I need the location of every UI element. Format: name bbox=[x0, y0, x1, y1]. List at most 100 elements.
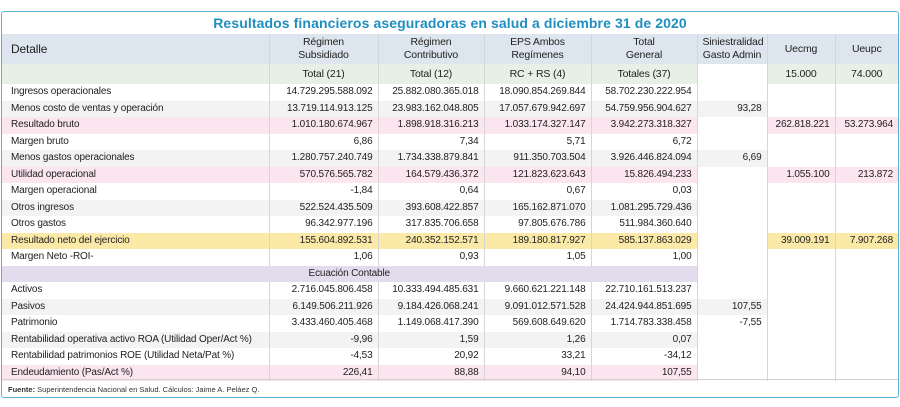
row-label: Resultado bruto bbox=[2, 117, 270, 134]
value-cell: 94,10 bbox=[484, 364, 592, 381]
value-cell: 18.090.854.269.844 bbox=[484, 84, 592, 101]
value-cell bbox=[697, 331, 768, 348]
subheader-cell: Total (12) bbox=[378, 64, 485, 84]
subheader-cell: 15.000 bbox=[767, 64, 836, 84]
value-cell: 3.926.446.824.094 bbox=[591, 150, 698, 167]
value-cell: 107,55 bbox=[591, 364, 698, 381]
empty-cell bbox=[835, 265, 898, 282]
value-cell: 240.352.152.571 bbox=[378, 232, 485, 249]
value-cell: 58.702.230.222.954 bbox=[591, 84, 698, 101]
value-cell: -34,12 bbox=[591, 348, 698, 365]
value-cell bbox=[697, 216, 768, 233]
value-cell bbox=[697, 117, 768, 134]
column-header-line1: Siniestralidad bbox=[702, 36, 764, 48]
row-label: Margen Neto -ROI- bbox=[2, 249, 270, 266]
value-cell: 9.184.426.068.241 bbox=[378, 298, 485, 315]
value-cell bbox=[697, 84, 768, 101]
subheader-row: Total (21) Total (12) RC + RS (4) Totales (… bbox=[2, 64, 898, 84]
section-row: Ecuación Contable bbox=[2, 265, 898, 282]
value-cell bbox=[697, 364, 768, 381]
value-cell bbox=[697, 232, 768, 249]
row-label: Endeudamiento (Pas/Act %) bbox=[2, 364, 270, 381]
subheader-cell: Totales (37) bbox=[591, 64, 698, 84]
value-cell: 2.716.045.806.458 bbox=[269, 282, 379, 299]
subheader-cell: RC + RS (4) bbox=[484, 64, 592, 84]
row-label: Margen operacional bbox=[2, 183, 270, 200]
value-cell: 1.734.338.879.841 bbox=[378, 150, 485, 167]
table-row: Ingresos operacionales 14.729.295.588.092… bbox=[2, 84, 898, 101]
subheader-cell: 74.000 bbox=[835, 64, 898, 84]
column-header-line2: Subsidiado bbox=[298, 49, 349, 61]
value-cell: 107,55 bbox=[697, 298, 768, 315]
table-row: Patrimonio 3.433.460.405.468 1.149.068.417… bbox=[2, 315, 898, 332]
value-cell: 1,06 bbox=[269, 249, 379, 266]
row-label: Rentabilidad patrimonios ROE (Utilidad N… bbox=[2, 348, 270, 365]
value-cell: 13.719.114.913.125 bbox=[269, 100, 379, 117]
value-cell bbox=[767, 331, 836, 348]
value-cell: 0,67 bbox=[484, 183, 592, 200]
value-cell: 317.835.706.658 bbox=[378, 216, 485, 233]
value-cell bbox=[767, 249, 836, 266]
value-cell: 33,21 bbox=[484, 348, 592, 365]
table-row: Menos costo de ventas y operación 13.719.… bbox=[2, 100, 898, 117]
value-cell: 6,69 bbox=[697, 150, 768, 167]
subheader-cell bbox=[2, 64, 270, 84]
value-cell: 14.729.295.588.092 bbox=[269, 84, 379, 101]
row-label: Ingresos operacionales bbox=[2, 84, 270, 101]
value-cell: 7,34 bbox=[378, 133, 485, 150]
table-row: Rentabilidad patrimonios ROE (Utilidad N… bbox=[2, 348, 898, 365]
row-label: Menos gastos operacionales bbox=[2, 150, 270, 167]
value-cell bbox=[767, 348, 836, 365]
value-cell bbox=[835, 183, 898, 200]
value-cell: 189.180.817.927 bbox=[484, 232, 592, 249]
value-cell: 6.149.506.211.926 bbox=[269, 298, 379, 315]
value-cell: 522.524.435.509 bbox=[269, 199, 379, 216]
column-header-line1: Régimen bbox=[410, 36, 452, 48]
row-label: Menos costo de ventas y operación bbox=[2, 100, 270, 117]
row-label: Otros gastos bbox=[2, 216, 270, 233]
value-cell bbox=[697, 183, 768, 200]
column-header-line1: Régimen bbox=[303, 36, 344, 48]
value-cell: 262.818.221 bbox=[767, 117, 836, 134]
value-cell: 585.137.863.029 bbox=[591, 232, 698, 249]
value-cell bbox=[835, 282, 898, 299]
value-cell: 121.823.623.643 bbox=[484, 166, 592, 183]
value-cell: 5,71 bbox=[484, 133, 592, 150]
value-cell: 0,03 bbox=[591, 183, 698, 200]
column-header-line1: Ueupc bbox=[851, 42, 882, 55]
value-cell: 25.882.080.365.018 bbox=[378, 84, 485, 101]
value-cell bbox=[767, 199, 836, 216]
column-header-line1: Total bbox=[633, 36, 655, 48]
value-cell: 9.091.012.571.528 bbox=[484, 298, 592, 315]
column-header-line2: Contributivo bbox=[403, 49, 459, 61]
value-cell: 6,86 bbox=[269, 133, 379, 150]
value-cell bbox=[835, 150, 898, 167]
column-header-line1: Uecmg bbox=[784, 42, 818, 55]
empty-cell bbox=[767, 265, 836, 282]
table-row: Margen operacional -1,84 0,64 0,67 0,03 bbox=[2, 183, 898, 200]
value-cell bbox=[767, 216, 836, 233]
table-row: Otros gastos 96.342.977.196 317.835.706.65… bbox=[2, 216, 898, 233]
value-cell: 1,00 bbox=[591, 249, 698, 266]
column-header-line1: EPS Ambos bbox=[510, 36, 565, 48]
value-cell: 17.057.679.942.697 bbox=[484, 100, 592, 117]
value-cell: 22.710.161.513.237 bbox=[591, 282, 698, 299]
column-header: Uecmg bbox=[767, 34, 836, 64]
value-cell: 155.604.892.531 bbox=[269, 232, 379, 249]
header-row: Detalle Régimen Subsidiado Régimen Contribut… bbox=[2, 34, 898, 64]
value-cell: 511.984.360.640 bbox=[591, 216, 698, 233]
value-cell: 1,26 bbox=[484, 331, 592, 348]
value-cell: -4,53 bbox=[269, 348, 379, 365]
value-cell: 10.333.494.485.631 bbox=[378, 282, 485, 299]
value-cell bbox=[835, 199, 898, 216]
row-label: Utilidad operacional bbox=[2, 166, 270, 183]
table-row: Otros ingresos 522.524.435.509 393.608.422… bbox=[2, 199, 898, 216]
value-cell bbox=[697, 133, 768, 150]
value-cell: 24.424.944.851.695 bbox=[591, 298, 698, 315]
source-text: Superintendencia Nacional en Salud. Cálc… bbox=[35, 385, 260, 394]
row-label: Pasivos bbox=[2, 298, 270, 315]
column-header: Detalle bbox=[2, 34, 270, 64]
table-row: Activos 2.716.045.806.458 10.333.494.485.6… bbox=[2, 282, 898, 299]
financial-results-table-card: Resultados financieros aseguradoras en s… bbox=[1, 11, 899, 398]
value-cell: 23.983.162.048.805 bbox=[378, 100, 485, 117]
